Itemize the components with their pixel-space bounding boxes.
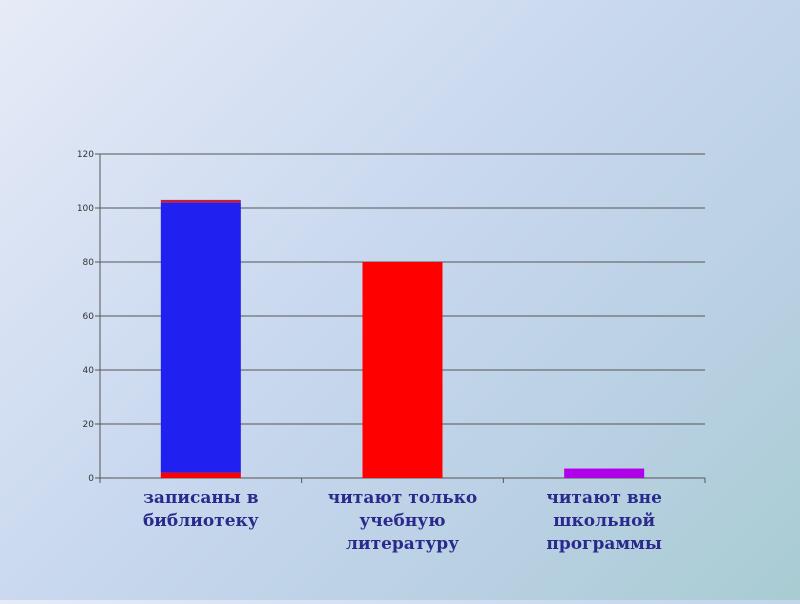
y-tick-label: 120	[77, 150, 94, 160]
y-tick-label: 40	[83, 366, 95, 376]
bar-segment	[160, 202, 241, 473]
x-category-label-line: учебную	[359, 511, 445, 531]
y-tick-label: 0	[88, 474, 94, 484]
y-tick-label: 80	[83, 258, 95, 268]
x-category-label-line: программы	[546, 534, 662, 554]
x-category-label-line: читают только	[328, 488, 478, 508]
x-category-label-line: библиотеку	[143, 511, 259, 531]
x-category-label: записаны в библиотеку	[143, 488, 259, 531]
x-category-label-line: читают вне	[546, 488, 662, 508]
x-category-label-line: школьной	[553, 511, 655, 531]
y-tick-label: 20	[83, 420, 95, 430]
y-tick-label: 100	[77, 204, 94, 214]
x-category-label-line: записаны в	[143, 488, 259, 508]
y-tick-label: 60	[83, 312, 95, 322]
x-category-label: читают только учебную литературу	[328, 488, 478, 554]
bar-segment	[160, 472, 241, 478]
bar-segment	[160, 199, 241, 203]
bar-segment	[362, 262, 443, 478]
x-category-label: читают вне школьной программы	[546, 488, 662, 554]
x-category-label-line: литературу	[346, 534, 459, 554]
bar-segment	[564, 468, 645, 478]
